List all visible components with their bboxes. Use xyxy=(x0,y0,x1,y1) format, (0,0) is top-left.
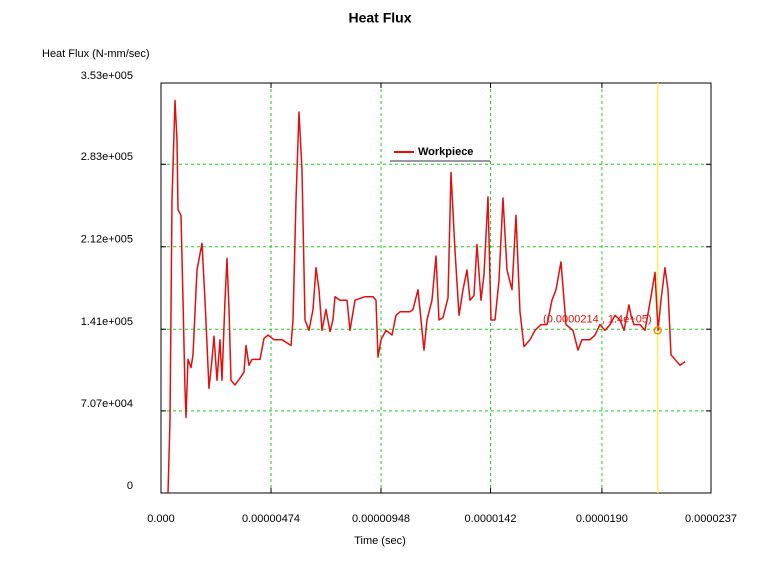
x-tick-label: 0.000 xyxy=(147,513,175,525)
x-tick-label: 0.00000474 xyxy=(242,513,300,525)
y-tick-label: 7.07e+004 xyxy=(81,398,133,410)
plot-frame xyxy=(160,82,712,494)
x-tick-label: 0.0000237 xyxy=(685,513,737,525)
cursor-marker xyxy=(653,326,662,335)
y-axis-label: Heat Flux (N-mm/sec) xyxy=(42,48,150,60)
y-tick-label: 1.41e+005 xyxy=(81,316,133,328)
y-tick-label: 2.12e+005 xyxy=(81,234,133,246)
x-tick-label: 0.0000190 xyxy=(576,513,628,525)
x-tick-label: 0.00000948 xyxy=(352,513,410,525)
y-tick-label: 0 xyxy=(127,480,133,492)
legend-label: Workpiece xyxy=(418,146,473,158)
series-line xyxy=(167,99,686,494)
x-tick-label: 0.0000142 xyxy=(465,513,517,525)
y-tick-label: 2.83e+005 xyxy=(81,151,133,163)
y-tick-label: 3.53e+005 xyxy=(81,70,133,82)
chart-title: Heat Flux xyxy=(348,10,411,26)
cursor-label: (0.0000214 , 1.4e+05) xyxy=(543,313,652,325)
x-axis-label: Time (sec) xyxy=(354,535,406,547)
